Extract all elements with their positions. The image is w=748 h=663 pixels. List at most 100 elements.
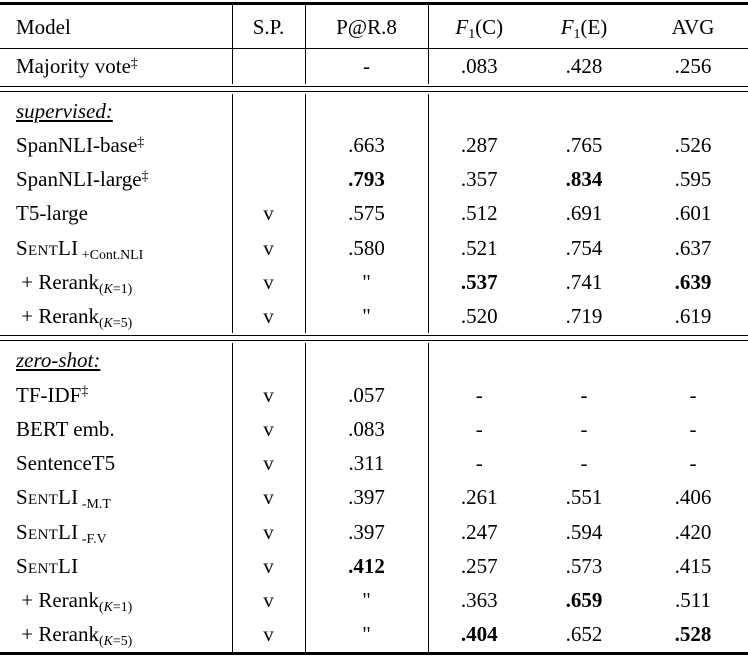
cell-avg: .528 (674, 622, 712, 647)
sp-cell: v (232, 411, 306, 446)
cell-par8: .057 (305, 377, 429, 412)
cell-f1e: - (580, 416, 588, 441)
cell-f1c: .520 (460, 304, 498, 328)
cell-f1c (428, 343, 530, 377)
text-segment: ( (99, 315, 104, 331)
sp-cell: v (232, 377, 306, 412)
sp-cell (232, 343, 306, 378)
model-cell: supervised: (0, 93, 233, 128)
text-segment: (E) (580, 15, 608, 39)
cell-f1e (530, 343, 638, 377)
text-segment: P@R.8 (336, 15, 397, 39)
text-segment: AVG (671, 15, 715, 39)
cell-avg: .415 (674, 553, 712, 578)
model-cell: + Rerank(K=1) (0, 264, 233, 299)
cell-avg: .526 (674, 132, 712, 157)
text-segment: K (103, 599, 113, 615)
text-segment: ( (99, 280, 104, 296)
text-segment: F (560, 15, 574, 39)
cell-par8: " (305, 299, 429, 334)
text-segment: =5) (112, 315, 133, 331)
text-segment: =1) (112, 280, 133, 296)
sp-cell: v (232, 446, 306, 481)
model-cell: SentLI (0, 548, 233, 583)
section-row: zero-shot: (0, 343, 748, 378)
table-row: SentLI -F.V v .397.247.594.420 (0, 514, 748, 549)
sp-cell (232, 162, 306, 197)
cell-f1c: - (475, 382, 483, 407)
model-cell: + Rerank(K=5) (0, 617, 233, 653)
text-segment: -F.V (78, 530, 107, 546)
model-cell: SentLI -M.T (0, 480, 233, 515)
table-row: + Rerank(K=1) v " .363.659.511 (0, 583, 748, 618)
cell-avg: - (689, 416, 697, 441)
cell-f1c (428, 94, 530, 128)
sp-cell: v (232, 299, 306, 334)
cell-f1e: .573 (565, 553, 603, 578)
cell-par8: .397 (305, 480, 429, 515)
sp-cell: v (232, 196, 306, 231)
horizontal-rule (0, 84, 748, 94)
table-row: + Rerank(K=5) v " .520 .719 .619 (0, 299, 748, 334)
text-segment: ‡ (130, 55, 138, 71)
cell-f1e: .834 (565, 167, 603, 191)
cell-avg: .406 (674, 485, 712, 510)
table-row: TF-IDF‡ v .057- - - (0, 377, 748, 412)
text-segment: ( (99, 633, 104, 649)
column-header-f1e: F1(E) (530, 3, 638, 50)
text-segment: F (455, 15, 469, 39)
cell-avg: .420 (674, 519, 712, 544)
cell-avg: .639 (674, 269, 712, 294)
cell-par8: " (305, 617, 429, 653)
text-segment: + Rerank (16, 304, 99, 328)
cell-avg: .619 (674, 304, 712, 328)
table-row: SpanNLI-base‡ .663 .287 .765 .526 (0, 127, 748, 162)
text-segment: T5-large (16, 201, 88, 226)
cell-f1c: .083 (460, 54, 498, 79)
cell-avg (638, 343, 748, 377)
cell-f1e: .719 (565, 304, 603, 328)
cell-avg: .256 (674, 54, 712, 79)
table-row: BERT emb. v .083 - - - (0, 411, 748, 446)
sp-cell: v (232, 583, 306, 618)
table-body: Majority vote‡ - .083.428.256 supervised: Sp… (0, 48, 748, 653)
model-cell: T5-large (0, 196, 233, 231)
cell-avg: .637 (674, 235, 712, 260)
cell-avg: .601 (674, 201, 712, 226)
section-row: supervised: (0, 93, 748, 128)
sp-cell: v (232, 230, 306, 265)
cell-f1e: - (580, 382, 588, 407)
sp-cell (232, 93, 306, 128)
model-cell: TF-IDF‡ (0, 377, 233, 412)
text-segment: K (103, 633, 113, 649)
horizontal-rule (0, 333, 748, 343)
sp-cell (232, 48, 306, 84)
model-cell: + Rerank(K=5) (0, 299, 233, 334)
column-header-model: Model (0, 3, 233, 50)
cell-par8: .412 (305, 548, 429, 583)
table-row: + Rerank(K=5) v " .404.652.528 (0, 617, 748, 653)
table-row: SentLI +Cont.NLI v .580.521.754.637 (0, 230, 748, 265)
text-segment: =5) (112, 633, 133, 649)
cell-par8: " (305, 264, 429, 299)
cell-par8 (305, 93, 429, 128)
cell-f1c: .521 (460, 235, 498, 260)
text-segment: SentLI (16, 485, 79, 510)
rule-row (0, 333, 748, 343)
cell-avg: .595 (674, 167, 712, 191)
text-segment: 1 (573, 26, 581, 42)
text-segment: -M.T (78, 496, 111, 512)
cell-f1e: .691 (565, 201, 603, 226)
text-segment: K (103, 280, 113, 296)
cell-par8: .397 (305, 514, 429, 549)
cell-par8: " (305, 583, 429, 618)
table-row: Majority vote‡ - .083 .428 .256 (0, 48, 748, 84)
header-row: Model S.P. P@R.8 F1(C) F1(E) AVG (0, 3, 748, 50)
cell-f1c: .257 (460, 553, 498, 578)
model-cell: Majority vote‡ (0, 48, 233, 84)
text-segment: zero-shot: (16, 348, 101, 373)
text-segment: TF-IDF (16, 382, 82, 407)
cell-par8: .580 (305, 230, 429, 265)
column-header-sp: S.P. (232, 3, 306, 50)
